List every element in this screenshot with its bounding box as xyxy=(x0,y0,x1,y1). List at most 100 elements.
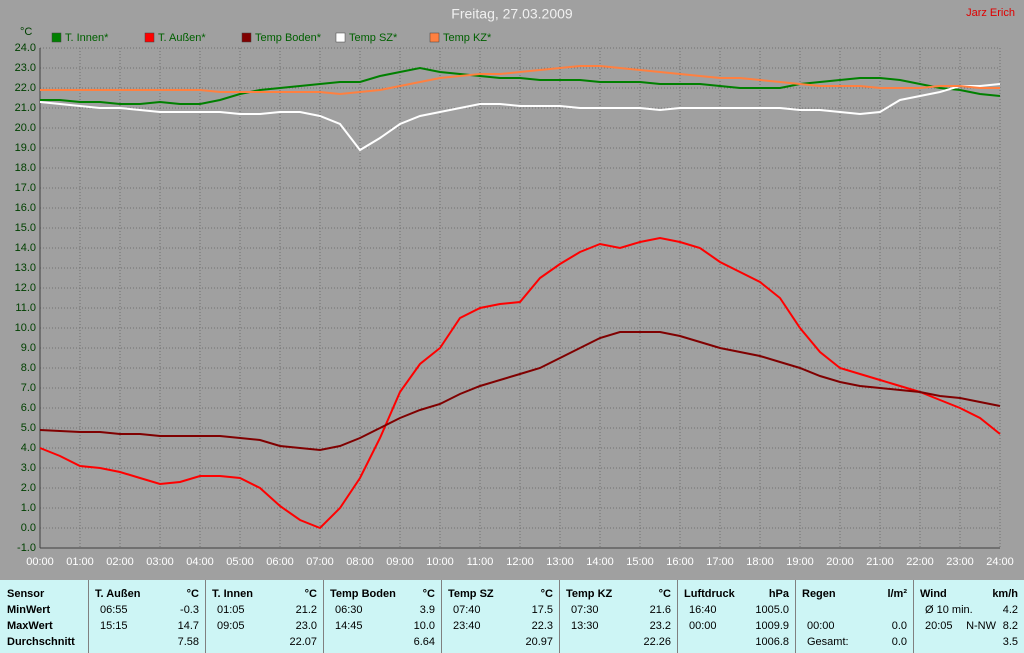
x-tick-label: 04:00 xyxy=(186,556,214,568)
x-tick-label: 13:00 xyxy=(546,556,574,568)
legend-swatch xyxy=(429,32,440,43)
x-tick-label: 05:00 xyxy=(226,556,254,568)
x-tick-label: 11:00 xyxy=(467,556,494,568)
cell-time: 13:30 xyxy=(571,620,599,632)
legend-label: T. Innen* xyxy=(65,32,109,44)
column-separator xyxy=(323,580,324,653)
y-tick-label: 20.0 xyxy=(15,122,36,134)
row-label: Durchschnitt xyxy=(7,636,75,648)
legend-swatch xyxy=(144,32,155,43)
x-tick-label: 18:00 xyxy=(746,556,774,568)
cell-time: 07:40 xyxy=(453,604,481,616)
y-tick-label: 21.0 xyxy=(15,102,36,114)
legend-label: Temp SZ* xyxy=(349,32,398,44)
cell-time: 09:05 xyxy=(217,620,245,632)
series-line xyxy=(40,65,1000,96)
cell-value: 0.0 xyxy=(891,636,907,648)
cell-value: 17.5 xyxy=(531,604,553,616)
x-tick-label: 24:00 xyxy=(986,556,1014,568)
cell-value: 22.07 xyxy=(289,636,317,648)
x-tick-label: 20:00 xyxy=(826,556,854,568)
x-tick-label: 21:00 xyxy=(866,556,894,568)
cell-time: 00:00 xyxy=(689,620,717,632)
column-separator xyxy=(441,580,442,653)
stats-table: Sensor MinWert MaxWert Durchschnitt T. Außen… xyxy=(0,580,1024,653)
x-tick-label: 17:00 xyxy=(706,556,734,568)
x-tick-label: 19:00 xyxy=(786,556,814,568)
cell-value: 4.2 xyxy=(1002,604,1018,616)
cell-value: 14.7 xyxy=(177,620,199,632)
series-line xyxy=(39,83,1001,152)
x-tick-label: 12:00 xyxy=(506,556,534,568)
cell-time: 14:45 xyxy=(335,620,363,632)
y-tick-label: 10.0 xyxy=(15,322,36,334)
y-tick-label: -1.0 xyxy=(17,542,36,554)
x-tick-label: 08:00 xyxy=(346,556,374,568)
y-tick-label: 19.0 xyxy=(15,142,36,154)
column-separator xyxy=(559,580,560,653)
cell-time: Gesamt: xyxy=(807,636,849,648)
column-header: T. Außen xyxy=(95,588,141,600)
x-tick-label: 15:00 xyxy=(626,556,654,568)
cell-time: 06:30 xyxy=(335,604,363,616)
cell-value: -0.3 xyxy=(180,604,199,616)
column-unit: °C xyxy=(540,588,553,600)
cell-value: 23.0 xyxy=(295,620,317,632)
column-unit: km/h xyxy=(992,588,1018,600)
cell-value: 1005.0 xyxy=(755,604,789,616)
cell-value: 22.26 xyxy=(643,636,671,648)
cell-value: 3.5 xyxy=(1002,636,1018,648)
column-unit: °C xyxy=(186,588,199,600)
x-tick-label: 22:00 xyxy=(906,556,934,568)
y-tick-label: 9.0 xyxy=(21,342,36,354)
row-label: MinWert xyxy=(7,604,51,616)
column-unit: hPa xyxy=(768,588,789,600)
cell-value: 0.0 xyxy=(891,620,907,632)
cell-value: 21.6 xyxy=(649,604,671,616)
cell-value: 1006.8 xyxy=(755,636,789,648)
cell-value: 10.0 xyxy=(413,620,435,632)
cell-value: 7.58 xyxy=(177,636,199,648)
column-header: Luftdruck xyxy=(684,588,735,600)
column-header: Temp Boden xyxy=(330,588,396,600)
author: Jarz Erich xyxy=(966,7,1015,19)
y-tick-label: 6.0 xyxy=(21,402,36,414)
y-tick-label: 13.0 xyxy=(15,262,36,274)
x-tick-label: 07:00 xyxy=(306,556,334,568)
column-separator xyxy=(205,580,206,653)
column-header: Temp SZ xyxy=(448,588,494,600)
cell-time: 23:40 xyxy=(453,620,481,632)
cell-time: 06:55 xyxy=(100,604,128,616)
cell-time: 00:00 xyxy=(807,620,835,632)
column-header: Regen xyxy=(802,588,836,600)
x-tick-label: 16:00 xyxy=(666,556,694,568)
y-tick-label: 3.0 xyxy=(21,462,36,474)
legend-swatch xyxy=(335,32,346,43)
x-tick-label: 14:00 xyxy=(586,556,614,568)
series-line xyxy=(39,236,1001,530)
row-label: MaxWert xyxy=(7,620,53,632)
x-tick-label: 02:00 xyxy=(106,556,134,568)
legend-label: Temp KZ* xyxy=(443,32,492,44)
legend-label: T. Außen* xyxy=(158,32,206,44)
column-separator xyxy=(677,580,678,653)
y-tick-label: 18.0 xyxy=(15,162,36,174)
y-tick-label: 15.0 xyxy=(15,222,36,234)
y-tick-label: 2.0 xyxy=(21,482,36,494)
column-header: Temp KZ xyxy=(566,588,613,600)
cell-value: 6.64 xyxy=(413,636,435,648)
legend-swatch xyxy=(241,32,252,43)
series-line xyxy=(39,331,1001,452)
y-tick-label: 8.0 xyxy=(21,362,36,374)
y-tick-label: 22.0 xyxy=(15,82,36,94)
cell-value: 20.97 xyxy=(525,636,553,648)
chart-title: Freitag, 27.03.2009 xyxy=(451,6,573,22)
series-line xyxy=(40,66,1001,105)
cell-value: 21.2 xyxy=(295,604,317,616)
column-separator xyxy=(795,580,796,653)
chart: Freitag, 27.03.2009 Jarz Erich °C -1.0 0.… xyxy=(15,6,1015,568)
x-tick-label: 03:00 xyxy=(146,556,174,568)
cell-time: 07:30 xyxy=(571,604,599,616)
cell-time: 16:40 xyxy=(689,604,717,616)
